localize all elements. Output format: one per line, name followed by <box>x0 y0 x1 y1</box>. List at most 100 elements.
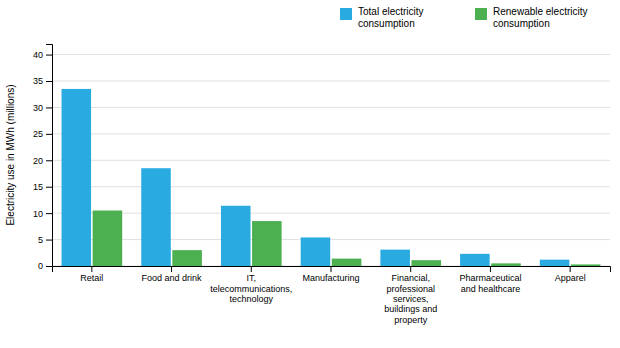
grid-line <box>52 160 610 161</box>
x-tick-mark <box>91 266 92 272</box>
grid-line <box>52 186 610 187</box>
chart-svg: 0510152025303540RetailFood and drinkIT,t… <box>0 0 620 348</box>
y-tick-mark <box>46 266 52 267</box>
chart-container: 0510152025303540RetailFood and drinkIT,t… <box>0 0 620 348</box>
x-tick: Manufacturing <box>302 266 359 283</box>
legend-label-line: Total electricity <box>358 6 424 17</box>
y-tick-label: 40 <box>33 50 43 60</box>
legend-entry: Renewable electricityconsumption <box>475 6 588 29</box>
x-tick-label-line: Retail <box>80 273 103 283</box>
x-tick-label-line: telecommunications, <box>210 284 292 294</box>
bar <box>221 206 251 266</box>
y-tick-mark <box>46 134 52 135</box>
grid-line <box>52 81 610 82</box>
x-tick-label-line: property <box>394 315 428 325</box>
bar <box>571 264 601 266</box>
x-tick-mark <box>251 266 252 272</box>
legend-label-line: consumption <box>358 18 415 29</box>
bar-series <box>93 211 601 267</box>
x-tick-label-line: technology <box>230 294 274 304</box>
y-tick-mark <box>46 240 52 241</box>
x-tick-label-line: Manufacturing <box>302 273 359 283</box>
bar <box>172 250 202 266</box>
legend-label-line: consumption <box>493 18 550 29</box>
y-axis-title: Electricity use in MWh (millions) <box>5 84 16 225</box>
grid-line <box>52 133 610 134</box>
legend-label-line: Renewable electricity <box>493 6 588 17</box>
y-tick-label: 20 <box>33 156 43 166</box>
x-tick-label-line: and healthcare <box>461 284 521 294</box>
x-tick-label-line: Financial, <box>391 273 430 283</box>
y-tick-mark <box>46 187 52 188</box>
legend-swatch <box>475 8 487 20</box>
x-tick-label-line: buildings and <box>384 304 437 314</box>
bar <box>411 260 441 266</box>
x-axis-line <box>53 267 611 273</box>
x-tick-mark <box>570 266 571 272</box>
legend: Total electricityconsumptionRenewable el… <box>340 6 588 29</box>
x-tick: Retail <box>80 266 103 283</box>
y-tick: 35 <box>33 76 52 86</box>
x-tick: Food and drink <box>142 266 203 283</box>
y-tick: 30 <box>33 103 52 113</box>
bar-series <box>62 89 570 266</box>
x-tick: Financial,professionalservices,buildings… <box>384 266 437 325</box>
grid-line <box>52 239 610 240</box>
y-tick-mark <box>46 213 52 214</box>
y-tick: 0 <box>38 261 52 271</box>
y-tick-label: 15 <box>33 182 43 192</box>
bar <box>301 237 331 266</box>
x-tick-label: Apparel <box>555 273 586 283</box>
bar <box>491 263 521 266</box>
y-tick-mark <box>46 55 52 56</box>
x-tick-label-line: professional <box>386 284 435 294</box>
x-tick-mark <box>490 266 491 272</box>
x-tick-label-line: services, <box>393 294 429 304</box>
x-tick-label-line: Pharmaceutical <box>459 273 521 283</box>
bar <box>141 168 171 266</box>
legend-label: Total electricityconsumption <box>358 6 424 29</box>
x-tick-mark <box>171 266 172 272</box>
legend-swatch <box>340 8 352 20</box>
x-tick-mark <box>331 266 332 272</box>
y-tick-label: 0 <box>38 261 43 271</box>
x-tick-label-line: Food and drink <box>142 273 203 283</box>
bars <box>62 89 601 266</box>
x-tick: Pharmaceuticaland healthcare <box>459 266 521 294</box>
y-tick: 20 <box>33 156 52 166</box>
x-tick: Apparel <box>555 266 586 283</box>
y-tick-mark <box>46 160 52 161</box>
y-tick: 10 <box>33 209 52 219</box>
y-axis-line <box>46 45 53 267</box>
y-tick-label: 35 <box>33 76 43 86</box>
grid-line <box>52 107 610 108</box>
x-axis: Retail Food and drink IT,telecommunication… <box>53 266 611 325</box>
x-tick-label-line: IT, <box>247 273 257 283</box>
grid-line <box>52 213 610 214</box>
x-tick-label: Retail <box>80 273 103 283</box>
x-tick-label-line: Apparel <box>555 273 586 283</box>
y-tick-mark <box>46 81 52 82</box>
x-tick-mark <box>410 266 411 272</box>
x-tick-label: Pharmaceuticaland healthcare <box>459 273 521 293</box>
bar <box>62 89 92 266</box>
legend-label: Renewable electricityconsumption <box>493 6 588 29</box>
x-tick: IT,telecommunications,technology <box>210 266 292 304</box>
bar <box>252 221 282 266</box>
bar <box>540 260 570 266</box>
y-tick: 5 <box>38 235 52 245</box>
grid-line <box>52 54 610 55</box>
x-tick-label: Manufacturing <box>302 273 359 283</box>
x-tick-label: Financial,professionalservices,buildings… <box>384 273 437 324</box>
x-tick-label: IT,telecommunications,technology <box>210 273 292 304</box>
grid <box>52 55 610 266</box>
bar <box>93 211 123 267</box>
y-tick: 25 <box>33 129 52 139</box>
y-tick-label: 5 <box>38 235 43 245</box>
y-axis: 0 5 10 15 20 25 30 35 40 <box>33 45 53 272</box>
bar <box>332 259 362 266</box>
x-tick-label: Food and drink <box>142 273 203 283</box>
legend-entry: Total electricityconsumption <box>340 6 424 29</box>
bar <box>460 254 490 266</box>
bar <box>380 250 410 266</box>
